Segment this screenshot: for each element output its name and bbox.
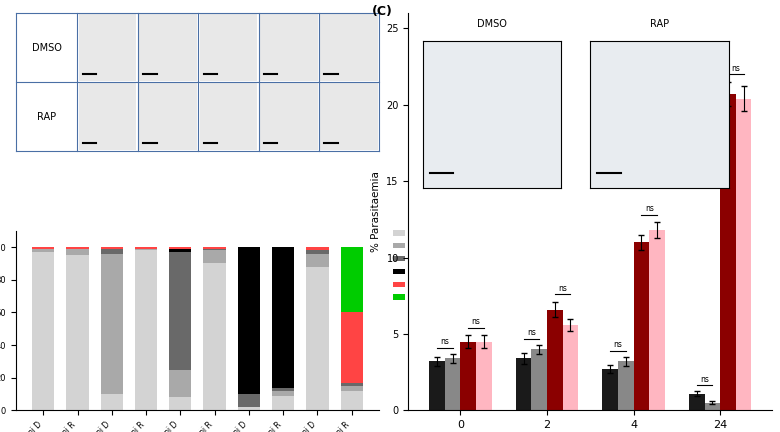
Bar <box>618 362 633 410</box>
Bar <box>32 249 55 252</box>
Bar <box>32 252 55 410</box>
Bar <box>445 359 460 410</box>
Bar <box>169 369 191 397</box>
Bar <box>169 252 191 369</box>
Bar <box>169 247 191 249</box>
Legend: Ring, Trophozoites, Late Trophozoites, Schizonts, Pycnotic, Abnormal Rings: Ring, Trophozoites, Late Trophozoites, S… <box>391 226 479 305</box>
Bar <box>516 359 531 410</box>
Bar <box>238 247 260 394</box>
Text: ns: ns <box>558 284 567 293</box>
Bar <box>272 247 294 388</box>
Bar <box>460 342 476 410</box>
Bar <box>321 14 378 81</box>
Bar <box>79 83 136 150</box>
Bar <box>101 247 123 249</box>
Bar <box>204 250 225 264</box>
Text: ns: ns <box>527 328 536 337</box>
Bar <box>204 249 225 250</box>
Text: ns: ns <box>614 340 622 349</box>
Bar <box>341 247 363 312</box>
Text: ns: ns <box>441 337 449 346</box>
Bar <box>79 14 136 81</box>
Bar <box>66 247 89 249</box>
Bar <box>562 325 578 410</box>
Bar <box>272 396 294 410</box>
Bar <box>321 83 378 150</box>
Bar <box>272 391 294 396</box>
Bar <box>720 94 736 410</box>
Bar <box>200 83 257 150</box>
Bar <box>341 312 363 383</box>
Bar <box>135 247 158 249</box>
Bar <box>341 383 363 386</box>
Bar <box>307 250 328 254</box>
Bar <box>140 83 197 150</box>
Text: (C): (C) <box>372 5 393 18</box>
Bar <box>204 247 225 249</box>
Bar <box>307 254 328 267</box>
Bar <box>101 254 123 394</box>
Bar <box>135 250 158 410</box>
Text: ns: ns <box>700 375 709 384</box>
Bar <box>66 249 89 255</box>
Bar <box>649 230 665 410</box>
Bar <box>66 255 89 410</box>
Text: RAP: RAP <box>37 111 56 122</box>
Bar <box>272 388 294 391</box>
Text: ns: ns <box>472 318 480 326</box>
Bar <box>341 391 363 410</box>
Bar <box>101 249 123 254</box>
Bar <box>135 249 158 250</box>
Bar <box>736 98 751 410</box>
Bar <box>429 362 445 410</box>
Bar <box>531 349 547 410</box>
Bar <box>238 407 260 410</box>
Bar <box>602 369 618 410</box>
Bar <box>169 249 191 252</box>
Bar <box>547 309 562 410</box>
Bar <box>200 14 257 81</box>
Bar <box>689 394 704 410</box>
Bar <box>307 247 328 250</box>
Bar <box>260 83 317 150</box>
Y-axis label: % Parasitaemia: % Parasitaemia <box>370 171 381 252</box>
Text: ns: ns <box>732 64 740 73</box>
Bar <box>341 386 363 391</box>
Bar <box>260 14 317 81</box>
Text: DMSO: DMSO <box>31 42 62 53</box>
Bar <box>140 14 197 81</box>
Bar <box>204 264 225 410</box>
Bar <box>633 242 649 410</box>
Bar <box>32 247 55 249</box>
Bar <box>476 342 491 410</box>
Bar <box>238 394 260 407</box>
Bar <box>307 267 328 410</box>
Text: ns: ns <box>645 204 654 213</box>
Bar <box>169 397 191 410</box>
Bar <box>704 403 720 410</box>
Bar <box>101 394 123 410</box>
